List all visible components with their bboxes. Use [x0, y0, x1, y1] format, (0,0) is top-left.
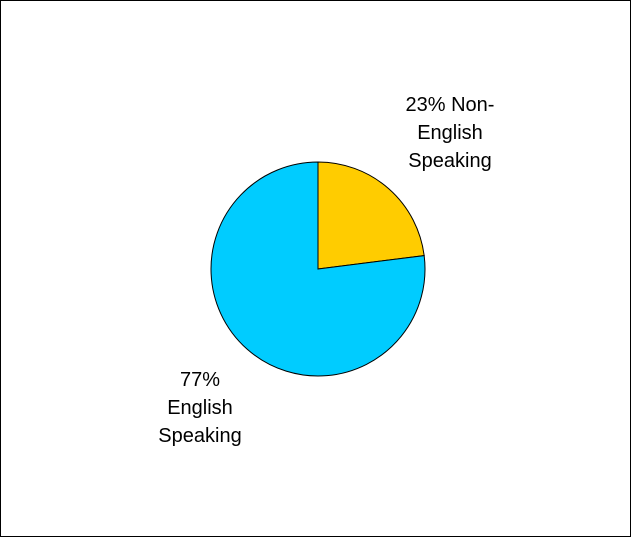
- pie-slice-non-english-speaking: [317, 161, 425, 270]
- slice-label-line: 23% Non-: [406, 94, 495, 116]
- pie-slices: [210, 161, 426, 377]
- slice-label-line: Speaking: [408, 150, 491, 172]
- slice-label-line: English: [167, 397, 233, 419]
- slice-label-english-speaking: 77% English Speaking: [158, 369, 241, 447]
- slice-label-line: Speaking: [158, 425, 241, 447]
- slice-label-non-english-speaking: 23% Non- English Speaking: [406, 94, 495, 172]
- slice-labels: 23% Non- English Speaking 77% English Speakin…: [158, 94, 494, 447]
- slice-label-line: 77%: [180, 369, 220, 391]
- pie-slice-english-speaking: [210, 161, 426, 377]
- slice-label-line: English: [417, 122, 483, 144]
